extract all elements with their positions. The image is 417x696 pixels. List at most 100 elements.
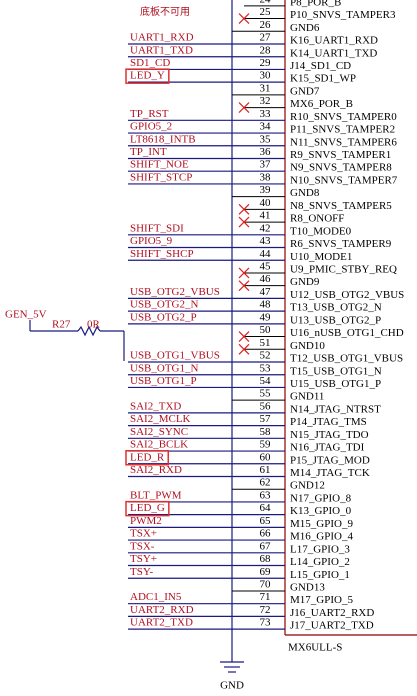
pin-name: GND12	[290, 480, 325, 492]
no-connect	[238, 203, 250, 215]
pin-number: 29	[260, 57, 272, 69]
pin-name: P11_SNVS_TAMPER2	[290, 124, 395, 136]
pin-number: 34	[260, 121, 272, 133]
pin-number: 72	[260, 604, 271, 616]
pin-number: 24	[260, 0, 272, 5]
net-label: SHIFT_STCP	[130, 171, 192, 183]
pin-number: 54	[260, 375, 272, 387]
no-connect	[238, 331, 250, 342]
pin-number: 30	[260, 70, 272, 82]
net-label: USB_OTG2_P	[130, 311, 197, 323]
pin-name: N8_SNVS_TAMPER5	[290, 200, 392, 212]
pin-name: U13_USB_OTG2_P	[290, 314, 381, 326]
pin-name: U9_PMIC_STBY_REQ	[290, 263, 397, 275]
net-label: BLT_PWM	[130, 489, 182, 501]
net-label: SHIFT_SDI	[130, 222, 184, 234]
highlight-box	[125, 500, 170, 517]
pin-number: 52	[260, 350, 271, 362]
net-label: GPIO5_2	[130, 121, 172, 133]
pin-name: P8_POR_B	[290, 0, 341, 8]
pin-number: 50	[260, 324, 272, 336]
net-label: USB_OTG2_N	[130, 299, 199, 311]
pin-number: 67	[260, 540, 272, 552]
pin-name: T15_USB_OTG1_N	[290, 365, 382, 377]
net-label: UART1_RXD	[130, 32, 194, 44]
pin-number: 38	[260, 171, 272, 183]
resistor-ref: R27	[52, 319, 71, 331]
pin-number: 27	[260, 32, 272, 44]
pin-name: P14_JTAG_TMS	[290, 416, 367, 428]
pin-name: J14_SD1_CD	[290, 60, 351, 72]
net-label: ADC1_IN5	[130, 591, 182, 603]
pin-name: U12_USB_OTG2_VBUS	[290, 289, 404, 301]
pin-number: 61	[260, 464, 271, 476]
net-label: SD1_CD	[130, 57, 170, 69]
no-connect	[238, 267, 250, 279]
net-label: TSY+	[130, 553, 157, 565]
pin-number: 56	[260, 400, 272, 412]
pin-number: 42	[260, 222, 271, 234]
pin-number: 64	[260, 502, 272, 514]
pin-name: M14_JTAG_TCK	[290, 467, 370, 479]
pin-name: GND10	[290, 340, 325, 352]
pin-name: T12_USB_OTG1_VBUS	[290, 353, 403, 365]
net-label: UART1_TXD	[130, 44, 193, 56]
net-label: TP_INT	[130, 146, 167, 158]
pin-name: U16_nUSB_OTG1_CHD	[290, 327, 404, 339]
pin-name: R8_ONOFF	[290, 213, 344, 225]
pin-name: GND13	[290, 581, 325, 593]
no-connect	[238, 13, 250, 24]
net-label: SAI2_SYNC	[130, 426, 188, 438]
net-label: TSY-	[130, 566, 154, 578]
pin-number: 63	[260, 489, 272, 501]
pin-name: N16_JTAG_TDI	[290, 442, 365, 454]
net-label: SAI2_TXD	[130, 400, 181, 412]
pin-number: 68	[260, 553, 272, 565]
pin-number: 48	[260, 299, 272, 311]
no-connect	[238, 216, 250, 228]
pin-number: 49	[260, 311, 272, 323]
pin-name: L15_GPIO_1	[290, 569, 350, 581]
note: 底板不可用	[140, 5, 190, 18]
pin-name: R9_SNVS_TAMPER1	[290, 149, 391, 161]
pin-name: N15_JTAG_TDO	[290, 429, 369, 441]
pin-number: 60	[260, 451, 272, 463]
ground-label: GND	[220, 680, 244, 692]
pin-number: 70	[260, 578, 272, 590]
net-label: USB_OTG1_P	[130, 375, 197, 387]
net-label: LED_R	[130, 451, 165, 463]
pin-number: 33	[260, 108, 272, 120]
pin-name: K13_GPIO_0	[290, 505, 352, 517]
power-net: GEN_5V	[5, 309, 47, 321]
pin-number: 28	[260, 44, 272, 56]
pin-name: N9_SNVS_TAMPER8	[290, 162, 392, 174]
pin-number: 62	[260, 477, 271, 489]
pin-number: 57	[260, 413, 272, 425]
pin-number: 43	[260, 235, 272, 247]
net-label: PWM2	[130, 515, 162, 527]
highlight-box	[125, 450, 169, 466]
pin-number: 36	[260, 146, 272, 158]
net-label: USB_OTG1_N	[130, 362, 199, 374]
part-label: MX6ULL-S	[288, 642, 342, 654]
pin-name: U10_MODE1	[290, 251, 352, 263]
pin-number: 55	[260, 388, 272, 400]
pin-number: 58	[260, 426, 272, 438]
pin-name: MX6_POR_B	[290, 98, 353, 110]
pin-name: U15_USB_OTG1_P	[290, 378, 381, 390]
pin-number: 53	[260, 362, 272, 374]
pin-number: 66	[260, 528, 272, 540]
pin-number: 69	[260, 566, 272, 578]
net-label: LT8618_INTB	[130, 133, 196, 145]
pin-name: GND9	[290, 276, 320, 288]
net-label: UART2_TXD	[130, 617, 193, 629]
pin-name: GND11	[290, 391, 324, 403]
net-label: LED_G	[130, 502, 165, 514]
pin-name: GND7	[290, 85, 320, 97]
no-connect	[238, 102, 250, 114]
net-label: GPIO5_9	[130, 235, 173, 247]
net-label: SHIFT_NOE	[130, 159, 189, 171]
pin-name: M17_GPIO_5	[290, 594, 353, 606]
net-label: SAI2_BCLK	[130, 439, 188, 451]
resistor	[77, 325, 101, 337]
